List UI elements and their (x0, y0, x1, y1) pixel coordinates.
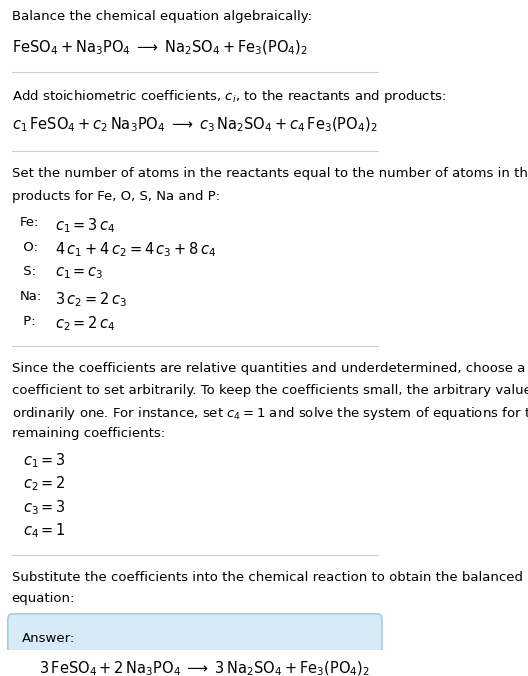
Text: $c_1 = 3$: $c_1 = 3$ (23, 452, 67, 470)
Text: $4\,c_1 + 4\,c_2 = 4\,c_3 + 8\,c_4$: $4\,c_1 + 4\,c_2 = 4\,c_3 + 8\,c_4$ (54, 241, 216, 260)
Text: P:: P: (20, 315, 36, 328)
Text: Balance the chemical equation algebraically:: Balance the chemical equation algebraica… (12, 9, 312, 23)
Text: $3\,c_2 = 2\,c_3$: $3\,c_2 = 2\,c_3$ (54, 290, 127, 309)
Text: products for Fe, O, S, Na and P:: products for Fe, O, S, Na and P: (12, 190, 220, 203)
Text: equation:: equation: (12, 592, 75, 606)
Text: O:: O: (20, 241, 39, 254)
Text: $\mathrm{FeSO_4 + Na_3PO_4 \;\longrightarrow\; Na_2SO_4 + Fe_3(PO_4)_2}$: $\mathrm{FeSO_4 + Na_3PO_4 \;\longrighta… (12, 39, 308, 57)
Text: S:: S: (20, 265, 36, 279)
FancyBboxPatch shape (8, 614, 382, 676)
Text: $3\,\mathrm{FeSO_4} + 2\,\mathrm{Na_3PO_4} \;\longrightarrow\; 3\,\mathrm{Na_2SO: $3\,\mathrm{FeSO_4} + 2\,\mathrm{Na_3PO_… (39, 659, 370, 676)
Text: Na:: Na: (20, 290, 42, 303)
Text: $c_4 = 1$: $c_4 = 1$ (23, 522, 66, 540)
Text: remaining coefficients:: remaining coefficients: (12, 427, 165, 439)
Text: Add stoichiometric coefficients, $c_i$, to the reactants and products:: Add stoichiometric coefficients, $c_i$, … (12, 88, 446, 105)
Text: Substitute the coefficients into the chemical reaction to obtain the balanced: Substitute the coefficients into the che… (12, 571, 523, 584)
Text: ordinarily one. For instance, set $c_4 = 1$ and solve the system of equations fo: ordinarily one. For instance, set $c_4 =… (12, 405, 528, 422)
Text: Since the coefficients are relative quantities and underdetermined, choose a: Since the coefficients are relative quan… (12, 362, 525, 375)
Text: $c_1 = c_3$: $c_1 = c_3$ (54, 265, 103, 281)
Text: $c_1\,\mathrm{FeSO_4} + c_2\,\mathrm{Na_3PO_4} \;\longrightarrow\; c_3\,\mathrm{: $c_1\,\mathrm{FeSO_4} + c_2\,\mathrm{Na_… (12, 115, 378, 133)
Text: $c_3 = 3$: $c_3 = 3$ (23, 498, 67, 517)
Text: Set the number of atoms in the reactants equal to the number of atoms in the: Set the number of atoms in the reactants… (12, 167, 528, 180)
Text: coefficient to set arbitrarily. To keep the coefficients small, the arbitrary va: coefficient to set arbitrarily. To keep … (12, 384, 528, 397)
Text: $c_2 = 2$: $c_2 = 2$ (23, 475, 66, 493)
Text: $c_2 = 2\,c_4$: $c_2 = 2\,c_4$ (54, 315, 115, 333)
Text: Answer:: Answer: (22, 632, 74, 645)
Text: Fe:: Fe: (20, 216, 39, 229)
Text: $c_1 = 3\,c_4$: $c_1 = 3\,c_4$ (54, 216, 115, 235)
